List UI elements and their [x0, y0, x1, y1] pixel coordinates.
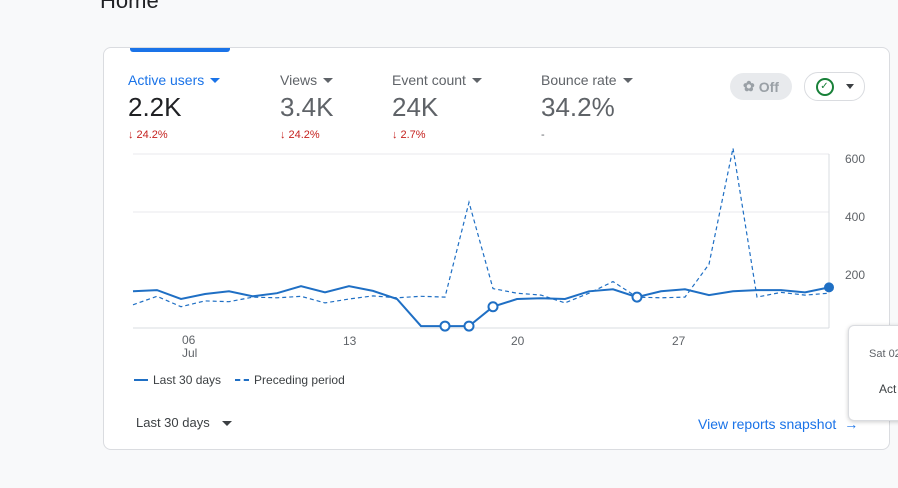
metric-change: - [541, 129, 545, 141]
metric-change: 24.2% [136, 129, 168, 141]
x-tick-label: 13 [343, 334, 357, 348]
metric-active-users[interactable]: Active users 2.2K ↓ 24.2% [128, 72, 221, 141]
arrow-down-icon: ↓ [128, 129, 134, 141]
report-link-label: View reports snapshot [698, 416, 837, 432]
x-tick-label: 20 [511, 334, 525, 348]
chevron-down-icon [622, 78, 633, 83]
page-title: Home [100, 0, 159, 13]
legend-solid-line [134, 379, 148, 381]
metric-value: 3.4K [280, 92, 334, 122]
active-tab-indicator [130, 48, 230, 52]
check-circle-icon: ✓ [815, 77, 834, 96]
anomaly-point[interactable] [824, 282, 834, 293]
metric-label: Views [280, 72, 318, 88]
y-tick-label: 200 [845, 268, 865, 282]
anomaly-point[interactable] [439, 320, 451, 332]
metric-views[interactable]: Views 3.4K ↓ 24.2% [280, 72, 334, 141]
arrow-down-icon: ↓ [280, 129, 286, 141]
tooltip-date: Sat 02 [869, 348, 898, 360]
date-range-label: Last 30 days [136, 415, 210, 430]
tooltip-metric: Act [879, 382, 897, 396]
metric-value: 24K [392, 92, 439, 122]
chart-tooltip: Sat 02 Act [848, 325, 898, 421]
view-reports-snapshot-link[interactable]: View reports snapshot → [698, 416, 858, 432]
insights-label: Off [758, 78, 779, 95]
legend-label: Preceding period [254, 373, 345, 387]
overview-card: Active users 2.2K ↓ 24.2% Views 3.4K ↓ 24.… [103, 47, 890, 450]
chevron-down-icon [471, 78, 482, 83]
metric-label: Bounce rate [541, 72, 617, 88]
metric-label: Event count [392, 72, 466, 88]
x-tick-label: 06 [182, 333, 196, 347]
metric-value: 34.2% [541, 92, 615, 122]
series-preceding-period [132, 148, 830, 308]
chevron-down-icon [323, 78, 334, 83]
y-tick-label: 400 [845, 210, 865, 224]
anomaly-point[interactable] [631, 291, 643, 303]
chevron-down-icon [845, 84, 854, 89]
arrow-down-icon: ↓ [392, 129, 398, 141]
metric-label: Active users [128, 72, 205, 88]
legend-label: Last 30 days [153, 373, 222, 387]
metric-bounce-rate[interactable]: Bounce rate 34.2% - [541, 72, 633, 141]
legend-item: Preceding period [235, 373, 345, 387]
insights-icon: ✿ [743, 78, 755, 94]
x-tick-label: Jul [182, 346, 197, 360]
legend-item: Last 30 days [134, 373, 221, 387]
insights-toggle[interactable]: ✿ Off [730, 73, 792, 100]
active-users-chart: 200 400 600 06 Jul 13 20 27 [132, 148, 865, 360]
anomaly-point[interactable] [487, 301, 499, 313]
anomaly-point[interactable] [463, 320, 475, 332]
chevron-down-icon [221, 420, 232, 426]
chevron-down-icon [210, 78, 221, 83]
legend-dashed-line [235, 379, 250, 381]
x-tick-label: 27 [672, 334, 686, 348]
series-last-30-days [132, 285, 830, 328]
metric-event-count[interactable]: Event count 24K ↓ 2.7% [392, 72, 482, 141]
date-range-select[interactable]: Last 30 days [136, 415, 232, 430]
metric-change: 2.7% [400, 129, 426, 141]
chart-legend: Last 30 days Preceding period [134, 373, 345, 387]
metric-value: 2.2K [128, 92, 182, 122]
metric-change: 24.2% [288, 129, 320, 141]
status-select[interactable]: ✓ [804, 72, 865, 101]
y-tick-label: 600 [845, 152, 865, 166]
